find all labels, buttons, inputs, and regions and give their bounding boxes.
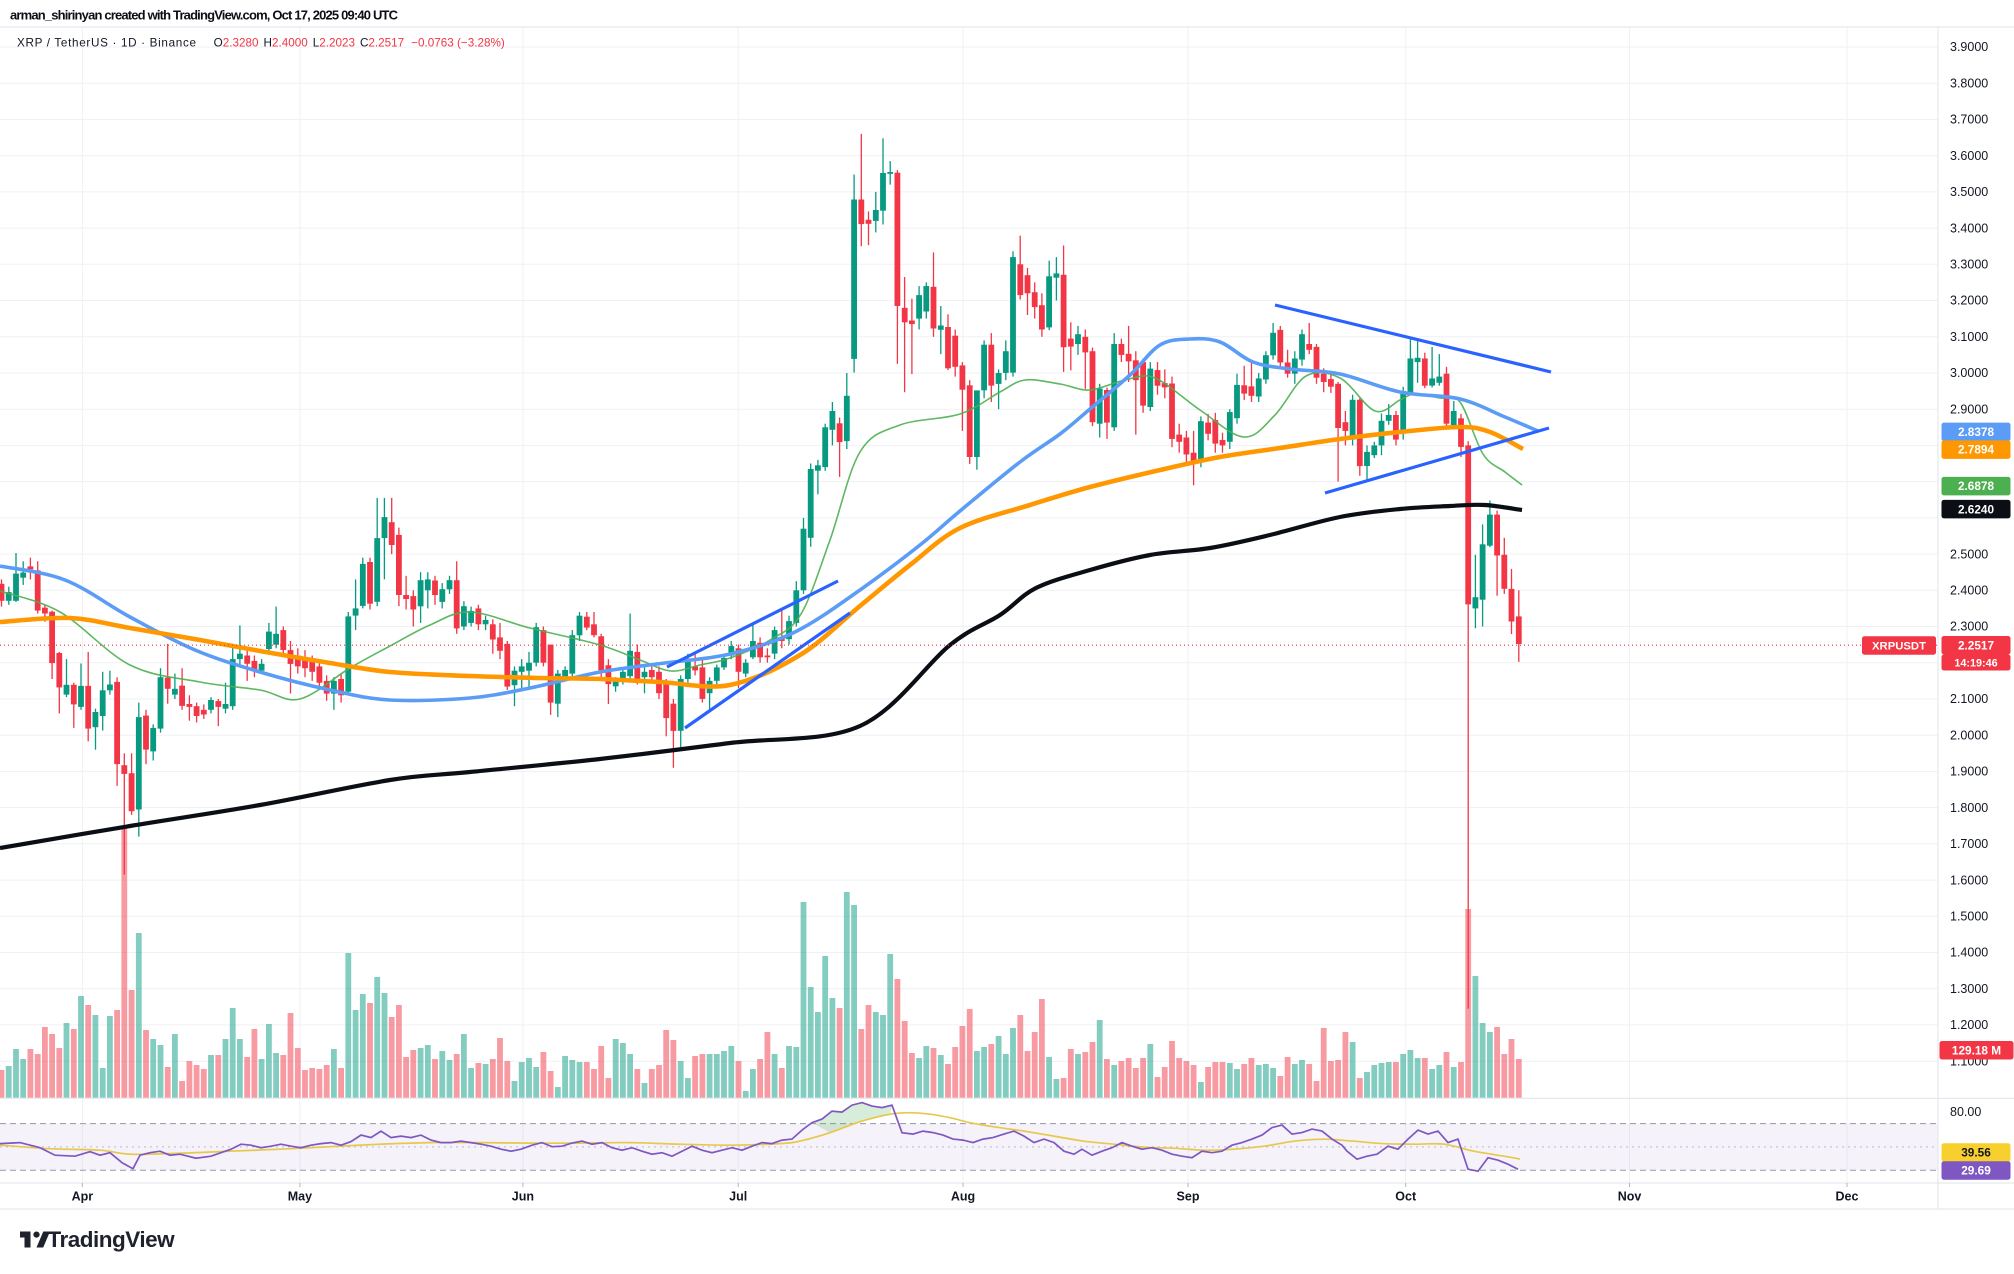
svg-text:3.3000: 3.3000 <box>1950 258 1988 272</box>
svg-text:3.9000: 3.9000 <box>1950 40 1988 54</box>
svg-text:2.3000: 2.3000 <box>1950 620 1988 634</box>
svg-text:May: May <box>288 1190 312 1204</box>
svg-text:14:19:46: 14:19:46 <box>1954 658 1997 670</box>
svg-text:1.9000: 1.9000 <box>1950 765 1988 779</box>
svg-text:2.6240: 2.6240 <box>1958 502 1995 516</box>
svg-text:3.1000: 3.1000 <box>1950 330 1988 344</box>
svg-text:2.5000: 2.5000 <box>1950 547 1988 561</box>
svg-text:1.3000: 1.3000 <box>1950 982 1988 996</box>
svg-text:2.8378: 2.8378 <box>1958 425 1995 439</box>
svg-text:1.6000: 1.6000 <box>1950 873 1988 887</box>
svg-text:1.4000: 1.4000 <box>1950 946 1988 960</box>
svg-text:Oct: Oct <box>1395 1190 1417 1204</box>
svg-text:XRPUSDT: XRPUSDT <box>1872 640 1926 652</box>
svg-text:1.5000: 1.5000 <box>1950 910 1988 924</box>
svg-text:1.8000: 1.8000 <box>1950 801 1988 815</box>
svg-text:129.18 M: 129.18 M <box>1952 1043 2001 1057</box>
svg-text:Sep: Sep <box>1177 1190 1200 1204</box>
svg-text:2.4000: 2.4000 <box>1950 584 1988 598</box>
svg-text:Apr: Apr <box>72 1190 94 1204</box>
svg-text:Jul: Jul <box>729 1190 747 1204</box>
svg-text:80.00: 80.00 <box>1950 1105 1981 1119</box>
svg-text:3.4000: 3.4000 <box>1950 221 1988 235</box>
svg-text:Nov: Nov <box>1618 1190 1642 1204</box>
svg-text:3.0000: 3.0000 <box>1950 366 1988 380</box>
svg-text:3.8000: 3.8000 <box>1950 76 1988 90</box>
svg-text:Dec: Dec <box>1836 1190 1859 1204</box>
svg-text:2.7894: 2.7894 <box>1958 443 1995 457</box>
svg-text:2.0000: 2.0000 <box>1950 728 1988 742</box>
svg-text:1.7000: 1.7000 <box>1950 837 1988 851</box>
svg-text:1.2000: 1.2000 <box>1950 1018 1988 1032</box>
svg-text:arman_shirinyan created with T: arman_shirinyan created with TradingView… <box>10 8 399 23</box>
svg-text:39.56: 39.56 <box>1961 1146 1991 1160</box>
svg-text:Jun: Jun <box>512 1190 534 1204</box>
svg-text:29.69: 29.69 <box>1961 1164 1991 1178</box>
svg-text:Aug: Aug <box>951 1190 975 1204</box>
svg-text:3.2000: 3.2000 <box>1950 294 1988 308</box>
svg-text:3.6000: 3.6000 <box>1950 149 1988 163</box>
svg-text:3.5000: 3.5000 <box>1950 185 1988 199</box>
svg-text:TradingView: TradingView <box>48 1227 176 1252</box>
svg-text:2.1000: 2.1000 <box>1950 692 1988 706</box>
svg-text:2.6878: 2.6878 <box>1958 479 1995 493</box>
svg-text:2.2517: 2.2517 <box>1958 638 1995 652</box>
svg-text:2.9000: 2.9000 <box>1950 402 1988 416</box>
svg-text:3.7000: 3.7000 <box>1950 113 1988 127</box>
